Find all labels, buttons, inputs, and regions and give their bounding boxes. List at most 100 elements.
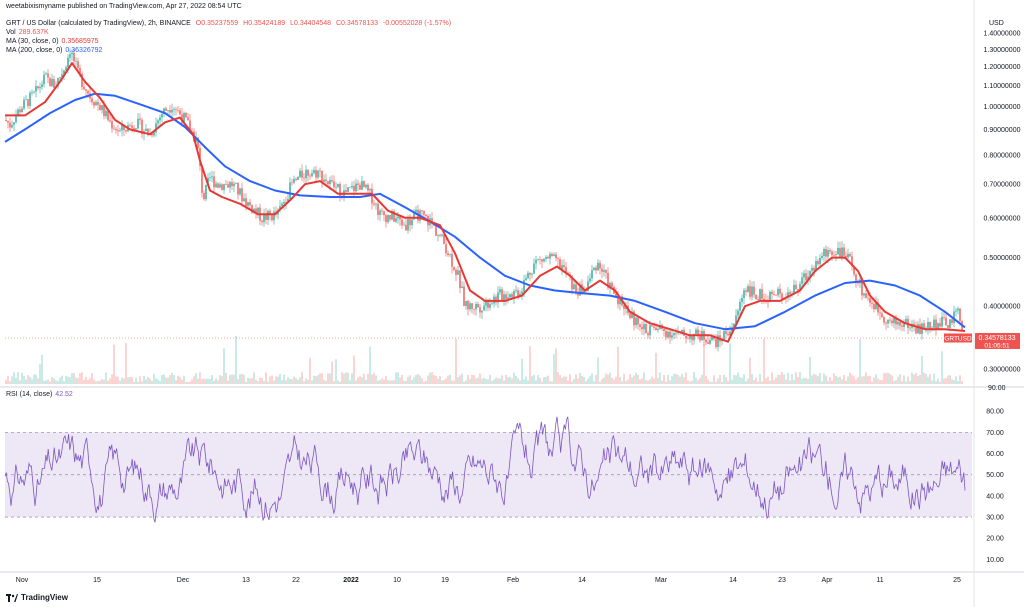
volume-bar	[537, 375, 539, 384]
candle-body	[363, 181, 365, 188]
volume-bar	[695, 377, 697, 384]
candle-body	[355, 183, 357, 192]
candle-body	[631, 311, 633, 319]
volume-bar	[397, 372, 399, 384]
x-tick-label: 15	[93, 577, 101, 584]
volume-bar	[239, 374, 241, 384]
candle-body	[521, 291, 523, 294]
candle-body	[869, 298, 871, 303]
volume-bar	[595, 374, 597, 384]
candle-body	[391, 211, 393, 220]
volume-bar	[955, 376, 957, 384]
candle-body	[299, 170, 301, 177]
candle-body	[915, 326, 917, 334]
candle-body	[709, 340, 711, 344]
candle-body	[81, 73, 83, 88]
volume-bar	[379, 380, 381, 384]
candle-body	[515, 290, 517, 292]
candle-body	[647, 333, 649, 336]
candle-body	[329, 180, 331, 185]
volume-bar	[247, 377, 249, 384]
volume-bar	[625, 381, 627, 384]
volume-bar	[757, 381, 759, 384]
volume-bar	[521, 358, 523, 384]
candle-body	[451, 254, 453, 267]
volume-bar	[425, 380, 427, 384]
candle-body	[399, 216, 401, 220]
candle-body	[477, 303, 479, 308]
candle-body	[339, 183, 341, 198]
rsi-tick-label: 10.00	[986, 557, 1004, 564]
volume-bar	[173, 375, 175, 384]
candle-body	[933, 319, 935, 328]
candle-body	[501, 289, 503, 301]
volume-bar	[29, 377, 31, 384]
volume-bar	[145, 379, 147, 384]
volume-bar	[125, 343, 127, 384]
volume-bar	[471, 374, 473, 384]
candle-body	[815, 261, 817, 271]
volume-bar	[35, 374, 37, 384]
volume-bar	[631, 377, 633, 384]
volume-bar	[299, 377, 301, 384]
candle-body	[237, 182, 239, 195]
volume-bar	[933, 373, 935, 384]
volume-bar	[135, 377, 137, 384]
ohlc-high: H0.35424189	[243, 20, 286, 27]
volume-bar	[267, 381, 269, 384]
candle-body	[645, 324, 647, 334]
volume-bar	[271, 375, 273, 384]
candle-body	[455, 269, 457, 275]
candle-body	[41, 84, 43, 88]
candle-body	[53, 79, 55, 88]
candle-body	[671, 335, 673, 338]
candle-body	[487, 300, 489, 308]
tradingview-logo[interactable]: TradingView	[6, 593, 68, 602]
volume-bar	[151, 380, 153, 384]
candle-body	[751, 286, 753, 297]
candle-body	[849, 253, 851, 257]
candle-body	[531, 273, 533, 275]
candle-body	[863, 293, 865, 296]
volume-bar	[953, 380, 955, 384]
volume-bar	[157, 379, 159, 384]
candle-body	[39, 87, 41, 89]
volume-bar	[269, 376, 271, 384]
volume-bar	[885, 373, 887, 384]
volume-bar	[219, 375, 221, 384]
volume-bar	[477, 377, 479, 384]
volume-bar	[647, 380, 649, 384]
volume-bar	[431, 372, 433, 384]
volume-bar	[483, 377, 485, 384]
volume-bar	[33, 374, 35, 384]
candle-body	[435, 225, 437, 236]
volume-bar	[31, 379, 33, 384]
volume-bar	[373, 373, 375, 384]
candle-body	[157, 120, 159, 124]
volume-bar	[277, 376, 279, 384]
volume-bar	[103, 379, 105, 384]
volume-bar	[821, 381, 823, 384]
candle-body	[389, 214, 391, 220]
volume-bar	[663, 374, 665, 384]
volume-bar	[329, 373, 331, 384]
candle-body	[263, 213, 265, 223]
volume-bar	[47, 379, 49, 384]
x-tick-label: 22	[292, 577, 300, 584]
candle-body	[17, 109, 19, 116]
volume-bar	[779, 374, 781, 384]
volume-bar	[111, 374, 113, 384]
volume-bar	[727, 381, 729, 384]
volume-bar	[767, 376, 769, 384]
candle-body	[31, 92, 33, 93]
candle-body	[461, 286, 463, 289]
candle-body	[579, 284, 581, 296]
volume-bar	[957, 381, 959, 384]
volume-bar	[127, 377, 129, 384]
candle-body	[651, 325, 653, 327]
candle-body	[379, 210, 381, 215]
rsi-line	[4, 416, 966, 523]
price-tick-label: 1.00000000	[984, 104, 1021, 111]
candle-body	[581, 284, 583, 294]
